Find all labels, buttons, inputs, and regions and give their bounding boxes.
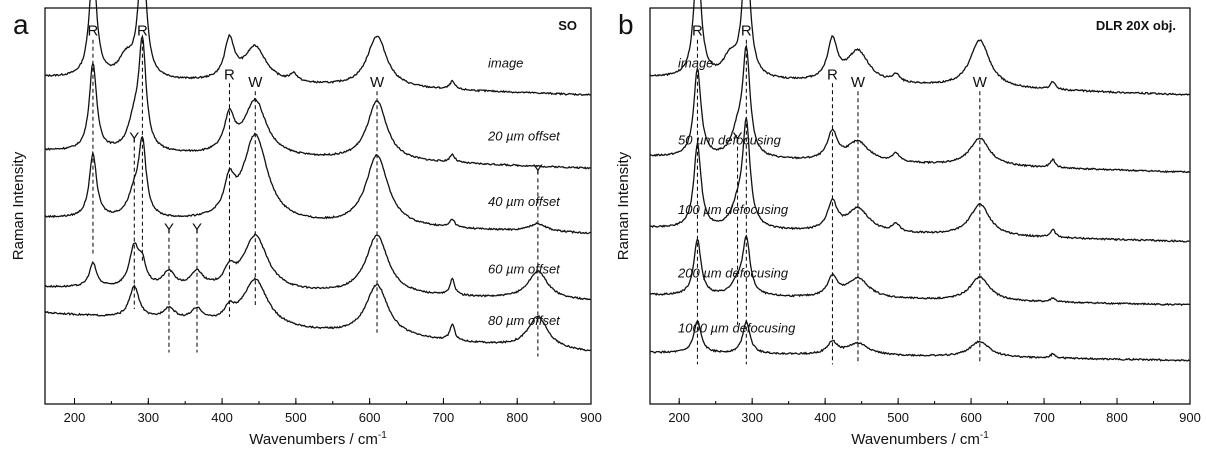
plot-frame [44, 7, 592, 405]
panel-label: a [13, 9, 29, 40]
spectrum-label: 60 µm offset [488, 261, 561, 276]
spectrum-label: 40 µm offset [488, 194, 561, 209]
spectrum-line [44, 233, 591, 301]
peak-marker-label: W [973, 74, 988, 91]
spectrum-line [649, 43, 1190, 174]
x-tick-label: 500 [285, 410, 307, 425]
spectrum-label: 100 µm defocusing [678, 202, 789, 217]
plot-frame [649, 7, 1191, 405]
x-tick-label: 500 [887, 410, 909, 425]
spectrum-line [44, 0, 591, 97]
y-axis-label: Raman Intensity [10, 151, 27, 260]
spectrum-line [44, 277, 591, 352]
spectrum-line [649, 319, 1190, 362]
y-axis-label: Raman Intensity [615, 151, 632, 260]
peak-marker-label: Y [533, 161, 543, 178]
peak-marker-label: R [741, 23, 752, 40]
x-tick-label: 900 [1179, 410, 1201, 425]
x-axis-label: Wavenumbers / cm-1 [851, 430, 989, 448]
peak-marker-label: Y [164, 221, 174, 238]
x-tick-label: 400 [211, 410, 233, 425]
peak-marker-label: W [851, 74, 866, 91]
peak-marker-label: Y [129, 130, 139, 147]
x-tick-label: 700 [433, 410, 455, 425]
peak-marker-label: Y [192, 221, 202, 238]
x-tick-label: 600 [359, 410, 381, 425]
x-tick-label: 700 [1033, 410, 1055, 425]
panel-b: 200 300 400 500 600 700 800 900 Wavenumbers / cm… [615, 0, 1201, 448]
peak-marker-label: Y [733, 130, 743, 147]
corner-label: DLR 20X obj. [1096, 18, 1176, 33]
spectrum-line [44, 132, 591, 235]
peak-marker-label: R [137, 23, 148, 40]
spectrum-line [649, 0, 1190, 96]
panel-a: 200 300 400 500 600 700 800 900 Wavenumbers / cm… [10, 0, 602, 448]
x-tick-label: 800 [1106, 410, 1128, 425]
peak-marker-label: W [248, 74, 263, 91]
spectrum-label: 50 µm defocusing [678, 133, 782, 148]
corner-label: SO [558, 18, 577, 33]
spectrum-line [649, 117, 1190, 243]
spectrum-label: 200 µm defocusing [677, 265, 789, 280]
spectrum-label: 20 µm offset [487, 129, 561, 144]
x-tick-label: 900 [580, 410, 602, 425]
peak-marker-label: R [224, 66, 235, 83]
x-tick-label: 800 [506, 410, 528, 425]
spectrum-label: image [488, 55, 523, 70]
x-tick-label: 600 [960, 410, 982, 425]
spectrum-label: 1000 µm defocusing [678, 321, 796, 336]
peak-marker-label: R [827, 66, 838, 83]
x-tick-label: 200 [64, 410, 86, 425]
spectrum-label: image [678, 55, 713, 70]
x-axis-label: Wavenumbers / cm-1 [249, 430, 387, 448]
peak-marker-label: R [692, 23, 703, 40]
spectrum-line [649, 234, 1190, 307]
peak-marker-label: R [88, 23, 99, 40]
spectrum-line [44, 34, 591, 170]
x-tick-label: 400 [814, 410, 836, 425]
panel-label: b [618, 9, 634, 40]
x-tick-label: 300 [741, 410, 763, 425]
spectrum-label: 80 µm offset [488, 313, 561, 328]
peak-marker-label: W [370, 74, 385, 91]
x-tick-label: 200 [668, 410, 690, 425]
x-tick-label: 300 [137, 410, 159, 425]
